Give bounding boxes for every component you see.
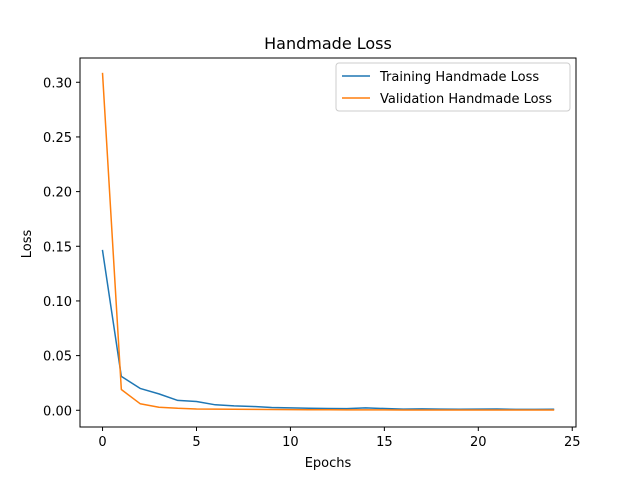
- y-tick-label: 0.15: [43, 240, 72, 255]
- y-tick-label: 0.25: [43, 131, 72, 146]
- x-tick-label: 20: [470, 435, 487, 450]
- legend: Training Handmade Loss Validation Handmad…: [335, 62, 571, 112]
- axes: 0 5 10 15 20 25 0.00 0.05 0.10 0.15 0.20 0.25 0.30: [43, 57, 581, 450]
- x-tick-label: 0: [98, 435, 106, 450]
- series-line-training: [101, 249, 555, 411]
- y-tick-label: 0.20: [43, 186, 72, 201]
- y-tick-label: 0.05: [43, 350, 72, 365]
- x-tick-label: 10: [282, 435, 299, 450]
- chart-title: Handmade Loss: [264, 34, 392, 53]
- series-line-validation: [101, 72, 555, 411]
- legend-entry: Validation Handmade Loss: [380, 92, 552, 107]
- y-tick-label: 0.30: [43, 76, 72, 91]
- y-axis-label: Loss: [20, 230, 35, 259]
- x-tick-label: 5: [192, 435, 200, 450]
- axes-frame: [79, 57, 577, 428]
- y-tick-label: 0.10: [43, 295, 72, 310]
- x-tick-label: 15: [376, 435, 393, 450]
- x-tick-label: 25: [564, 435, 581, 450]
- y-tick-label: 0.00: [43, 404, 72, 419]
- legend-entry: Training Handmade Loss: [379, 70, 539, 85]
- plot-area: [101, 72, 555, 411]
- x-axis-label: Epochs: [305, 456, 352, 471]
- legend-box: [335, 62, 571, 112]
